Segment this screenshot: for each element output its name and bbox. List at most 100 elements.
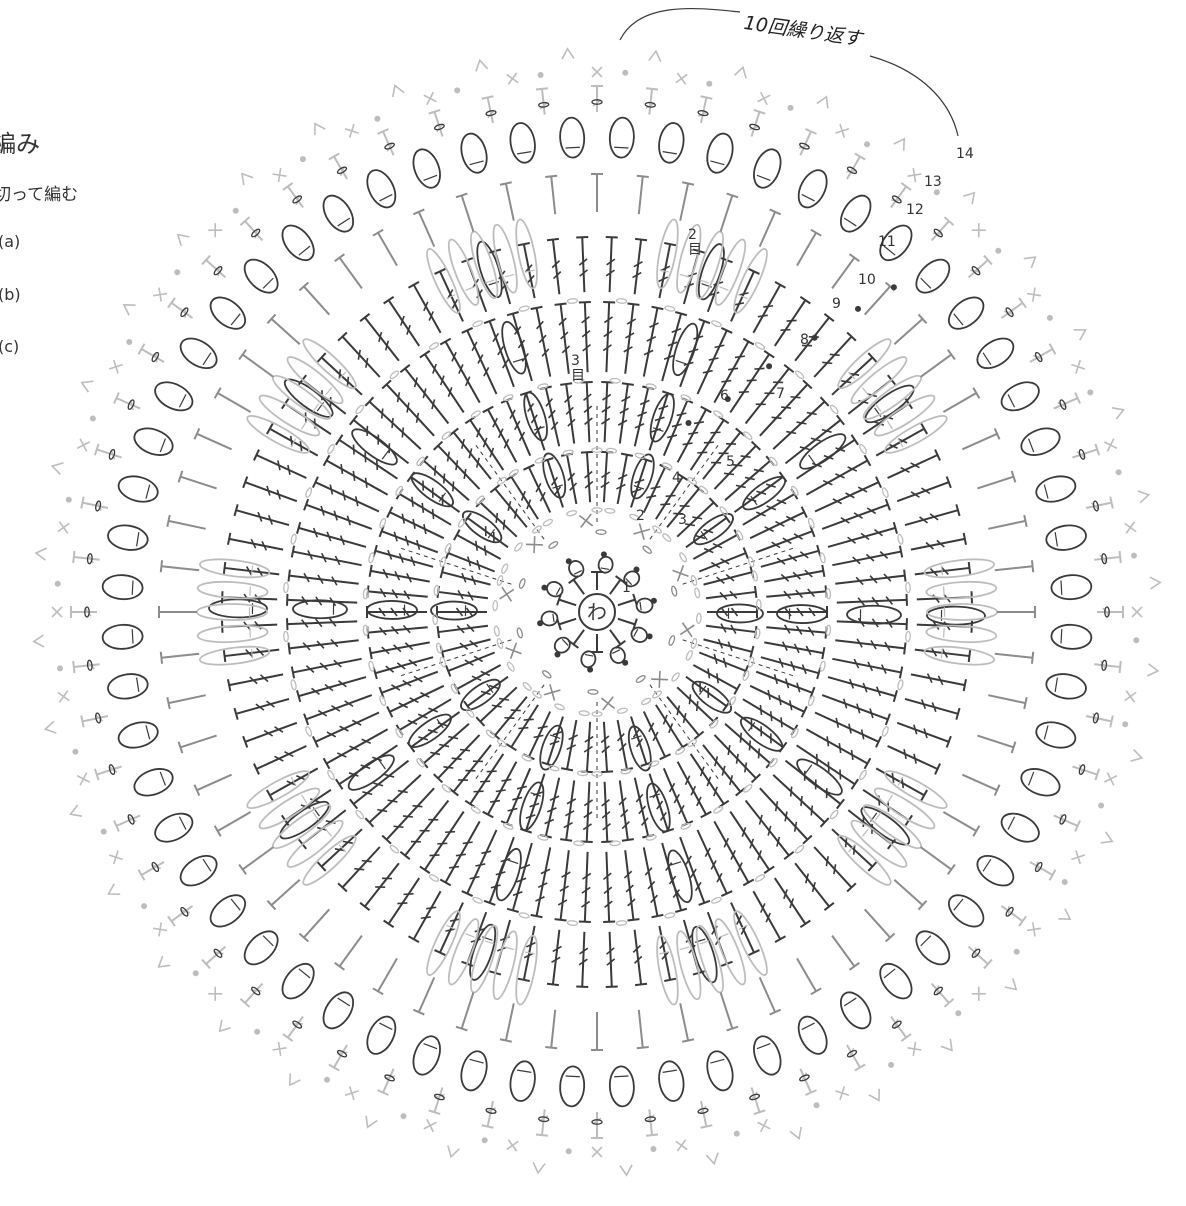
- round10-stitch: [715, 991, 738, 1031]
- round14-dot: [934, 189, 940, 195]
- round7-stitch: [408, 282, 445, 336]
- round10-stitch: [792, 955, 821, 994]
- round7-chain: [897, 534, 904, 545]
- round5-chain: [450, 683, 459, 694]
- round14-cross: [507, 1140, 518, 1151]
- round14-dot: [788, 105, 794, 111]
- round14-picot: [790, 1127, 805, 1141]
- round14-cross: [273, 1042, 287, 1056]
- round14-dot: [454, 87, 460, 93]
- round7-stitch: [228, 533, 284, 555]
- round12-bobble: [131, 423, 177, 460]
- round6-stitch: [769, 397, 829, 453]
- round-12: 12: [906, 202, 924, 218]
- round12-bobble: [175, 850, 222, 892]
- round13-stitch: [1027, 344, 1056, 367]
- round14-dot: [995, 248, 1001, 254]
- round10-stitch: [792, 230, 821, 269]
- round13-stitch: [168, 901, 196, 926]
- round12-bobble: [703, 131, 737, 176]
- round14-cross: [1027, 288, 1041, 302]
- round5-chain: [485, 729, 495, 739]
- round5-stitch: [465, 751, 508, 808]
- round1-dot: [622, 660, 628, 666]
- round14-cross: [153, 288, 167, 302]
- round7-bobble: [209, 599, 267, 618]
- round14-cross: [758, 92, 771, 105]
- round13-stitch: [1085, 497, 1113, 514]
- round14-dot: [401, 1113, 407, 1119]
- round1-stitch: [569, 576, 589, 598]
- round2-chain: [668, 635, 676, 646]
- round14-cross: [153, 922, 167, 936]
- round7-chain: [283, 582, 288, 592]
- round7-stitch: [629, 239, 647, 295]
- round6-stitch: [288, 570, 359, 590]
- round14-cross: [58, 522, 69, 533]
- round4-stitch: [441, 566, 492, 590]
- round6-chain: [379, 518, 387, 529]
- round14-picot: [310, 121, 325, 136]
- round7-chain: [616, 920, 626, 925]
- round1-stitch: [591, 634, 603, 652]
- round14-dot: [955, 1010, 961, 1016]
- round14-picot: [44, 721, 56, 735]
- round5-chain: [742, 670, 750, 681]
- round6-chain: [470, 805, 481, 814]
- round10-stitch: [994, 560, 1033, 576]
- round4-chain: [696, 613, 701, 623]
- round7-stitch: [254, 450, 309, 484]
- round13-stitch: [746, 110, 765, 138]
- round2-chain: [518, 578, 526, 589]
- round14-picot: [532, 1162, 545, 1173]
- round14-dot: [734, 1131, 740, 1137]
- round14-dot: [1014, 949, 1020, 955]
- round-marker-dot: [766, 363, 772, 369]
- round6-stitch: [297, 522, 368, 553]
- round14-picot: [362, 1116, 377, 1130]
- round10-stitch: [715, 194, 738, 234]
- round1-puff: [544, 579, 565, 599]
- round14-dot: [1122, 721, 1128, 727]
- round12-bobble: [239, 254, 284, 299]
- round14-cross: [208, 987, 222, 1001]
- round10-stitch: [860, 905, 894, 941]
- round14-cross: [345, 1086, 358, 1099]
- round12-bobble: [508, 121, 538, 164]
- round7-chain: [519, 912, 530, 919]
- round4-chain: [579, 710, 589, 716]
- round7-stitch: [903, 693, 959, 719]
- round13-stitch: [695, 96, 712, 124]
- round4-chain: [671, 672, 681, 683]
- round13-stitch: [1071, 761, 1099, 780]
- round6-chain: [768, 757, 778, 767]
- round-14: 14: [956, 146, 974, 162]
- round6-stitch: [292, 653, 363, 678]
- round14-picot: [620, 1165, 633, 1176]
- round6-stitch: [579, 852, 594, 922]
- round10-stitch: [179, 471, 219, 494]
- round7-stitch: [903, 504, 959, 530]
- round-11: 11: [878, 234, 896, 250]
- round6-stitch: [600, 852, 615, 922]
- round7-stitch: [234, 693, 290, 719]
- round12-bobble: [559, 1066, 585, 1107]
- round13-stitch: [95, 761, 123, 780]
- round10-stitch: [161, 648, 200, 664]
- round7-chain: [305, 487, 313, 498]
- round14-cross: [58, 691, 69, 702]
- round14-cross: [77, 773, 90, 786]
- round5-stitch: [367, 585, 428, 602]
- round7-chain: [327, 444, 336, 455]
- round14-dot: [55, 581, 61, 587]
- round14-cross: [273, 168, 287, 182]
- round14-picot: [1138, 489, 1150, 503]
- round4-chain: [690, 638, 697, 649]
- round12-bobble: [874, 958, 918, 1004]
- round6-chain: [363, 589, 368, 599]
- round14-cross: [907, 1042, 921, 1056]
- round14-cross: [835, 124, 848, 137]
- round12-bobble: [102, 574, 143, 600]
- round14-picot: [649, 50, 662, 61]
- round7-chain: [616, 298, 626, 303]
